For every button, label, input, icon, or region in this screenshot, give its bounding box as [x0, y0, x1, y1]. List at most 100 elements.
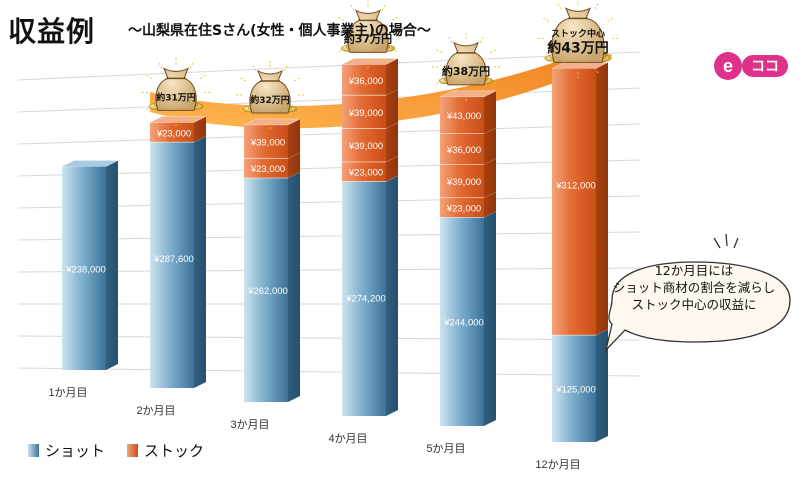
callout-line: ストック中心の収益に — [631, 297, 757, 312]
bag-label: 約37万円 — [344, 31, 392, 45]
grid-line — [17, 159, 641, 177]
sparkle — [594, 67, 600, 75]
shot-value-label: ¥274,200 — [345, 294, 386, 305]
stock-value-label: ¥23,000 — [348, 168, 383, 179]
sparkle — [479, 35, 485, 43]
grid-line — [17, 267, 641, 273]
sparkle — [283, 63, 289, 71]
shot-bar — [62, 166, 106, 370]
stock-bar-side — [386, 58, 398, 96]
sparkle — [489, 48, 498, 54]
shot-value-label: ¥244,000 — [443, 318, 484, 329]
callout-line: 12か月目には — [654, 263, 734, 278]
money-bag-icon — [430, 30, 502, 103]
stock-value-label: ¥36,000 — [446, 145, 481, 156]
sparkle — [381, 58, 387, 66]
bag-label: 約32万円 — [250, 94, 290, 106]
sparkle — [189, 61, 195, 69]
sparkle — [381, 2, 387, 11]
money-bag-icon — [536, 0, 620, 81]
stock-value-label: ¥39,000 — [348, 108, 383, 119]
category-label: 3か月目 — [230, 418, 269, 431]
stock-value-label: ¥39,000 — [250, 138, 285, 149]
stock-bar-side — [484, 127, 496, 165]
stock-value-label: ¥36,000 — [348, 76, 383, 87]
grid-line — [17, 87, 641, 113]
stock-bar-side — [386, 155, 398, 182]
stock-value-label: ¥312,000 — [555, 180, 596, 191]
stock-bar-side — [194, 116, 206, 143]
bars-group — [61, 58, 609, 442]
money-bag-body — [445, 41, 487, 86]
stock-bar — [244, 124, 288, 159]
grid-line — [17, 335, 641, 341]
sparkle — [607, 16, 615, 22]
sparkle — [541, 16, 549, 22]
stock-bar-side — [386, 122, 398, 162]
svg-text:e: e — [723, 56, 733, 76]
shot-value-label: ¥125,000 — [555, 385, 596, 396]
callout-line: ショット商材の割合を減らし — [612, 280, 776, 295]
legend-swatch-stock — [127, 444, 139, 457]
bag-label: 約31万円 — [156, 91, 196, 103]
sparkle — [251, 63, 257, 71]
shot-bar-side — [288, 171, 300, 402]
legend-swatch-shot — [28, 444, 39, 457]
bag-label: ストック中心 — [551, 27, 605, 39]
legend-item-shot: ショット — [28, 440, 105, 461]
shot-value-label: ¥238,000 — [65, 264, 106, 275]
stock-bar-side — [386, 89, 398, 129]
sparkle — [391, 15, 400, 21]
callout-shape — [604, 261, 791, 353]
shot-bar-side — [194, 136, 206, 388]
money-bag-body — [155, 67, 197, 111]
sparkle — [251, 118, 257, 127]
sparkle — [479, 90, 485, 99]
shot-bar — [244, 177, 288, 402]
stock-bar-side — [596, 62, 608, 336]
stock-bar — [440, 133, 484, 165]
sparkle — [157, 116, 163, 124]
sparkle — [434, 48, 443, 54]
money-bag-body — [551, 7, 605, 63]
chart-grid — [17, 51, 641, 377]
stock-bar — [552, 68, 596, 336]
bag-label: 約38万円 — [442, 64, 490, 78]
money-bag-body — [347, 9, 389, 53]
sparkle — [189, 116, 195, 124]
stock-bar — [244, 158, 288, 178]
stock-bar — [342, 95, 386, 129]
stock-bar — [342, 128, 386, 162]
callout-sparkle — [713, 233, 739, 249]
shot-bar — [150, 142, 194, 388]
sparkle — [556, 67, 562, 75]
stock-bar-side — [288, 152, 300, 178]
shot-value-label: ¥287,600 — [153, 254, 194, 265]
page-subtitle: ～山梨県在住Sさん(女性・個人事業主)の場合～ — [128, 23, 431, 39]
bag-label: 約43万円 — [547, 39, 608, 56]
shot-value-label: ¥262,000 — [247, 286, 288, 297]
brand-logo: e ココ — [714, 52, 788, 80]
money-bag-body — [249, 69, 291, 114]
shot-bar-side — [596, 329, 608, 442]
money-bag-icon — [332, 0, 404, 71]
stock-value-label: ¥39,000 — [446, 177, 481, 188]
category-label: 4か月目 — [328, 432, 367, 445]
category-label: 2か月目 — [136, 404, 175, 417]
stock-value-label: ¥23,000 — [250, 164, 285, 175]
sparkle — [594, 1, 600, 10]
stock-bar-side — [288, 118, 300, 159]
sparkle — [336, 15, 345, 21]
stock-bar — [440, 197, 484, 218]
category-label: 5か月目 — [426, 442, 465, 455]
logo-e-icon — [714, 52, 742, 80]
page-title: 収益例 — [8, 15, 96, 48]
callout-bubble — [604, 233, 791, 353]
stock-bar — [342, 64, 386, 96]
logo-text: ココ — [751, 59, 779, 75]
stock-bar — [150, 122, 194, 143]
legend-label-stock: ストック — [144, 442, 205, 460]
money-bag-icon — [140, 56, 212, 129]
legend-item-stock: ストック — [127, 440, 204, 461]
stock-bar — [342, 161, 386, 182]
